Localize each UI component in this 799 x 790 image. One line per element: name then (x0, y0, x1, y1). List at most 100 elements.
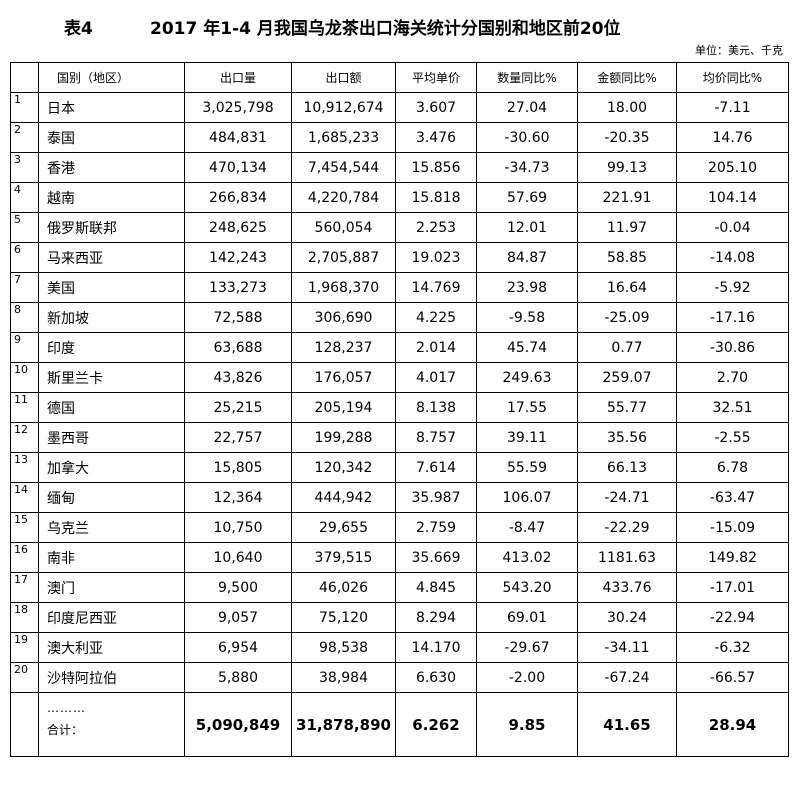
table-row: 12 墨西哥 22,757 199,288 8.757 39.11 35.56 -2.55 (10, 422, 789, 453)
amount-yoy: 18.00 (577, 92, 677, 123)
row-number: 12 (10, 422, 39, 453)
country-name: 南非 (38, 542, 185, 573)
export-quantity: 10,750 (184, 512, 292, 543)
amount-yoy: -34.11 (577, 632, 677, 663)
row-number: 3 (10, 152, 39, 183)
amount-yoy: 66.13 (577, 452, 677, 483)
header-quantity: 出口量 (184, 62, 292, 93)
row-number: 4 (10, 182, 39, 213)
table-row: 9 印度 63,688 128,237 2.014 45.74 0.77 -30.86 (10, 332, 789, 363)
row-number: 10 (10, 362, 39, 393)
export-quantity: 72,588 (184, 302, 292, 333)
quantity-yoy: 45.74 (476, 332, 578, 363)
export-quantity: 15,805 (184, 452, 292, 483)
unit-price: 3.476 (395, 122, 477, 153)
table-row: 18 印度尼西亚 9,057 75,120 8.294 69.01 30.24 -22.94 (10, 602, 789, 633)
price-yoy: 205.10 (676, 152, 789, 183)
amount-yoy: 16.64 (577, 272, 677, 303)
country-name: 沙特阿拉伯 (38, 662, 185, 693)
unit-price: 19.023 (395, 242, 477, 273)
export-quantity: 133,273 (184, 272, 292, 303)
country-name: 俄罗斯联邦 (38, 212, 185, 243)
export-amount: 1,968,370 (291, 272, 396, 303)
row-number: 6 (10, 242, 39, 273)
price-yoy: 104.14 (676, 182, 789, 213)
row-number: 7 (10, 272, 39, 303)
unit-price: 8.757 (395, 422, 477, 453)
total-amount-yoy: 41.65 (577, 692, 677, 757)
row-number: 8 (10, 302, 39, 333)
country-name: 乌克兰 (38, 512, 185, 543)
price-yoy: -17.01 (676, 572, 789, 603)
row-number: 2 (10, 122, 39, 153)
row-number: 16 (10, 542, 39, 573)
export-quantity: 43,826 (184, 362, 292, 393)
header-amount: 出口额 (291, 62, 396, 93)
unit-price: 8.294 (395, 602, 477, 633)
total-quantity-yoy: 9.85 (476, 692, 578, 757)
header-no (10, 62, 39, 93)
export-quantity: 25,215 (184, 392, 292, 423)
amount-yoy: 35.56 (577, 422, 677, 453)
unit-price: 14.170 (395, 632, 477, 663)
export-amount: 176,057 (291, 362, 396, 393)
price-yoy: -17.16 (676, 302, 789, 333)
price-yoy: 149.82 (676, 542, 789, 573)
price-yoy: 14.76 (676, 122, 789, 153)
quantity-yoy: 57.69 (476, 182, 578, 213)
table-row: 8 新加坡 72,588 306,690 4.225 -9.58 -25.09 -17.16 (10, 302, 789, 333)
header-row: 国别（地区） 出口量 出口额 平均单价 数量同比% 金额同比% 均价同比% (10, 62, 789, 93)
country-name: 德国 (38, 392, 185, 423)
amount-yoy: 99.13 (577, 152, 677, 183)
export-amount: 560,054 (291, 212, 396, 243)
quantity-yoy: 413.02 (476, 542, 578, 573)
amount-yoy: -25.09 (577, 302, 677, 333)
quantity-yoy: -2.00 (476, 662, 578, 693)
price-yoy: -66.57 (676, 662, 789, 693)
table-number: 表4 (64, 19, 93, 39)
export-amount: 46,026 (291, 572, 396, 603)
export-quantity: 9,057 (184, 602, 292, 633)
header-price-yoy: 均价同比% (676, 62, 789, 93)
export-quantity: 63,688 (184, 332, 292, 363)
total-price-yoy: 28.94 (676, 692, 789, 757)
amount-yoy: 58.85 (577, 242, 677, 273)
total-quantity: 5,090,849 (184, 692, 292, 757)
table-row: 6 马来西亚 142,243 2,705,887 19.023 84.87 58.85 -14… (10, 242, 789, 273)
unit-price: 3.607 (395, 92, 477, 123)
quantity-yoy: 106.07 (476, 482, 578, 513)
table-row: 10 斯里兰卡 43,826 176,057 4.017 249.63 259.07 2.70 (10, 362, 789, 393)
table-row: 11 德国 25,215 205,194 8.138 17.55 55.77 32.51 (10, 392, 789, 423)
unit-price: 15.856 (395, 152, 477, 183)
header-country: 国别（地区） (38, 62, 185, 93)
export-amount: 2,705,887 (291, 242, 396, 273)
country-name: 泰国 (38, 122, 185, 153)
quantity-yoy: 69.01 (476, 602, 578, 633)
export-quantity: 248,625 (184, 212, 292, 243)
unit-price: 35.669 (395, 542, 477, 573)
export-amount: 98,538 (291, 632, 396, 663)
country-name: 美国 (38, 272, 185, 303)
unit-price: 4.225 (395, 302, 477, 333)
price-yoy: -6.32 (676, 632, 789, 663)
export-amount: 199,288 (291, 422, 396, 453)
amount-yoy: 55.77 (577, 392, 677, 423)
quantity-yoy: 23.98 (476, 272, 578, 303)
row-number: 9 (10, 332, 39, 363)
country-name: 印度 (38, 332, 185, 363)
amount-yoy: 30.24 (577, 602, 677, 633)
amount-yoy: -20.35 (577, 122, 677, 153)
row-number: 19 (10, 632, 39, 663)
unit-price: 2.014 (395, 332, 477, 363)
country-name: 印度尼西亚 (38, 602, 185, 633)
export-quantity: 470,134 (184, 152, 292, 183)
amount-yoy: -22.29 (577, 512, 677, 543)
quantity-yoy: -8.47 (476, 512, 578, 543)
unit-price: 6.630 (395, 662, 477, 693)
quantity-yoy: -30.60 (476, 122, 578, 153)
country-name: 日本 (38, 92, 185, 123)
price-yoy: -22.94 (676, 602, 789, 633)
country-name: 澳门 (38, 572, 185, 603)
row-number: 13 (10, 452, 39, 483)
